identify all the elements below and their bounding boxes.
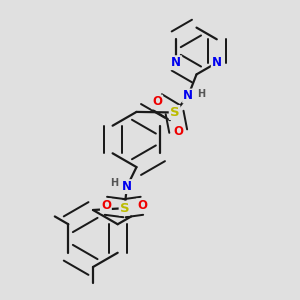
Text: N: N (183, 89, 193, 103)
Text: H: H (110, 178, 118, 188)
Text: H: H (196, 88, 205, 99)
Text: S: S (120, 202, 129, 215)
Text: O: O (173, 124, 183, 138)
Text: N: N (122, 180, 132, 193)
Text: N: N (171, 56, 181, 69)
Text: O: O (137, 199, 147, 212)
Text: S: S (170, 106, 179, 119)
Text: O: O (152, 95, 162, 109)
Text: N: N (212, 56, 222, 69)
Text: O: O (101, 199, 111, 212)
